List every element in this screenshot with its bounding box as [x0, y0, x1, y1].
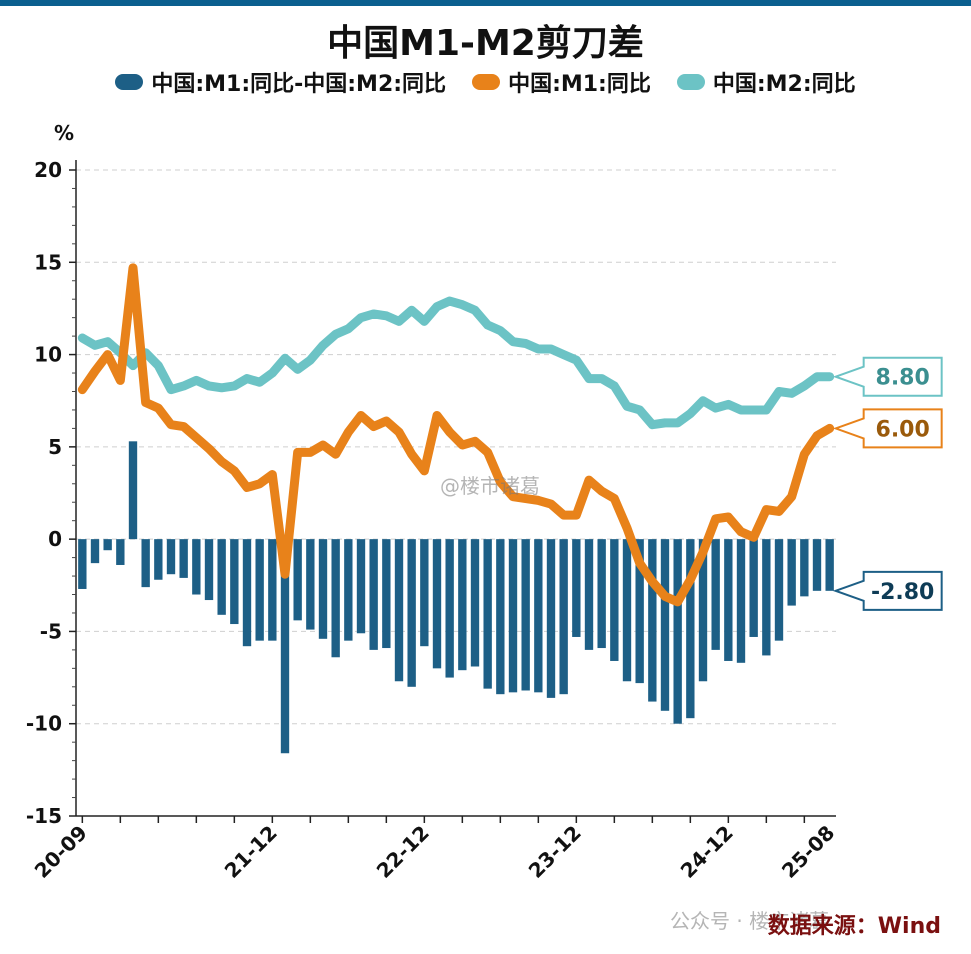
bar-spread — [255, 539, 264, 641]
bar-spread — [432, 539, 442, 669]
bar-spread — [293, 539, 302, 621]
bar-spread — [204, 539, 214, 601]
bar-spread — [610, 539, 619, 661]
value-callout-label: -2.80 — [871, 580, 934, 605]
value-callout — [832, 408, 943, 449]
bar-spread — [268, 539, 277, 641]
x-tick-label: 21-12 — [220, 821, 282, 883]
bar-spread — [356, 539, 366, 634]
x-tick-label: 24-12 — [676, 821, 738, 883]
bar-spread — [508, 539, 518, 693]
bar-spread — [179, 539, 188, 578]
watermark-wechat: 公众号 · 楼市诸葛 — [670, 909, 830, 933]
bar-spread — [774, 539, 784, 641]
bar-spread — [128, 441, 138, 540]
y-axis-unit-label: % — [54, 121, 74, 145]
bar-spread — [584, 539, 594, 650]
x-tick-label: 25-08 — [777, 821, 839, 883]
top-frame-bar — [0, 0, 971, 6]
legend-label-m2: 中国:M2:同比 — [712, 72, 856, 97]
bar-spread — [660, 539, 670, 711]
bar-spread — [166, 539, 176, 575]
y-tick-label: 10 — [34, 343, 62, 367]
bar-spread — [635, 539, 644, 684]
bar-spread — [673, 539, 682, 724]
bar-spread — [559, 539, 568, 695]
bar-spread — [597, 539, 606, 649]
x-tick-label: 23-12 — [524, 821, 586, 883]
legend-label-m1: 中国:M1:同比 — [508, 72, 651, 97]
bar-spread — [318, 539, 328, 639]
bar-spread — [496, 539, 505, 695]
bar-spread — [141, 539, 150, 588]
bar-spread — [369, 539, 378, 650]
bar-spread — [736, 539, 746, 663]
line-m1 — [77, 263, 835, 607]
bar-spread — [382, 539, 391, 649]
value-callout-label: 6.00 — [876, 417, 930, 442]
bar-spread — [230, 539, 239, 625]
y-tick-label: -5 — [40, 619, 62, 643]
bar-spread — [724, 539, 733, 661]
value-callout — [832, 356, 943, 397]
bar-spread — [800, 539, 809, 597]
bar-spread — [483, 539, 492, 689]
x-tick-label: 20-09 — [30, 821, 92, 883]
bar-spread — [331, 539, 340, 658]
bar-spread — [242, 539, 252, 647]
bar-spread — [217, 539, 226, 615]
bar-spread — [445, 539, 454, 678]
y-tick-label: 0 — [48, 527, 62, 551]
data-source-note: 数据来源：Wind — [767, 914, 941, 939]
bar-spread — [154, 539, 163, 580]
legend-label-spread: 中国:M1:同比-中国:M2:同比 — [151, 72, 447, 97]
bar-spread — [546, 539, 556, 698]
bar-spread — [534, 539, 543, 693]
bar-spread — [812, 539, 822, 591]
bar-spread — [90, 539, 100, 564]
bar-spread — [192, 539, 201, 595]
bar-spread — [470, 539, 480, 667]
bar-spread — [622, 539, 632, 682]
legend-item-spread: 中国:M1:同比-中国:M2:同比 — [115, 66, 446, 98]
bar-spread — [825, 539, 834, 591]
y-tick-label: 20 — [34, 158, 62, 182]
bar-spread — [103, 539, 112, 551]
legend-swatch-m2 — [676, 74, 705, 90]
bar-spread — [521, 539, 530, 691]
value-callout — [832, 570, 943, 611]
bar-spread — [762, 539, 771, 656]
bar-spread — [116, 539, 125, 565]
legend-swatch-m1 — [472, 74, 501, 90]
chart-legend: 中国:M1:同比-中国:M2:同比 中国:M1:同比 中国:M2:同比 — [0, 66, 971, 98]
y-tick-label: 15 — [34, 250, 62, 274]
y-tick-label: -10 — [26, 712, 62, 736]
bar-spread — [572, 539, 581, 637]
legend-item-m1: 中国:M1:同比 — [472, 66, 651, 98]
bar-spread — [394, 539, 404, 682]
value-callout-label: 8.80 — [876, 366, 930, 391]
bar-spread — [280, 539, 290, 754]
chart-title: 中国M1-M2剪刀差 — [327, 23, 644, 64]
legend-swatch-spread — [115, 74, 144, 90]
bar-spread — [420, 539, 429, 647]
bar-spread — [78, 539, 87, 589]
bar-spread — [458, 539, 467, 671]
bar-spread — [749, 539, 758, 637]
bar-spread — [306, 539, 315, 630]
line-m2 — [77, 296, 835, 430]
bar-spread — [787, 539, 796, 606]
bar-spread — [698, 539, 708, 682]
legend-item-m2: 中国:M2:同比 — [676, 66, 856, 98]
y-tick-label: -15 — [26, 804, 62, 828]
x-tick-label: 22-12 — [372, 821, 434, 883]
bar-spread — [407, 539, 416, 687]
watermark-weibo: @楼市诸葛 — [440, 474, 540, 498]
y-tick-label: 5 — [48, 435, 62, 459]
bar-spread — [344, 539, 353, 641]
bar-spread — [648, 539, 657, 702]
bar-spread — [711, 539, 720, 650]
bar-spread — [686, 539, 695, 719]
